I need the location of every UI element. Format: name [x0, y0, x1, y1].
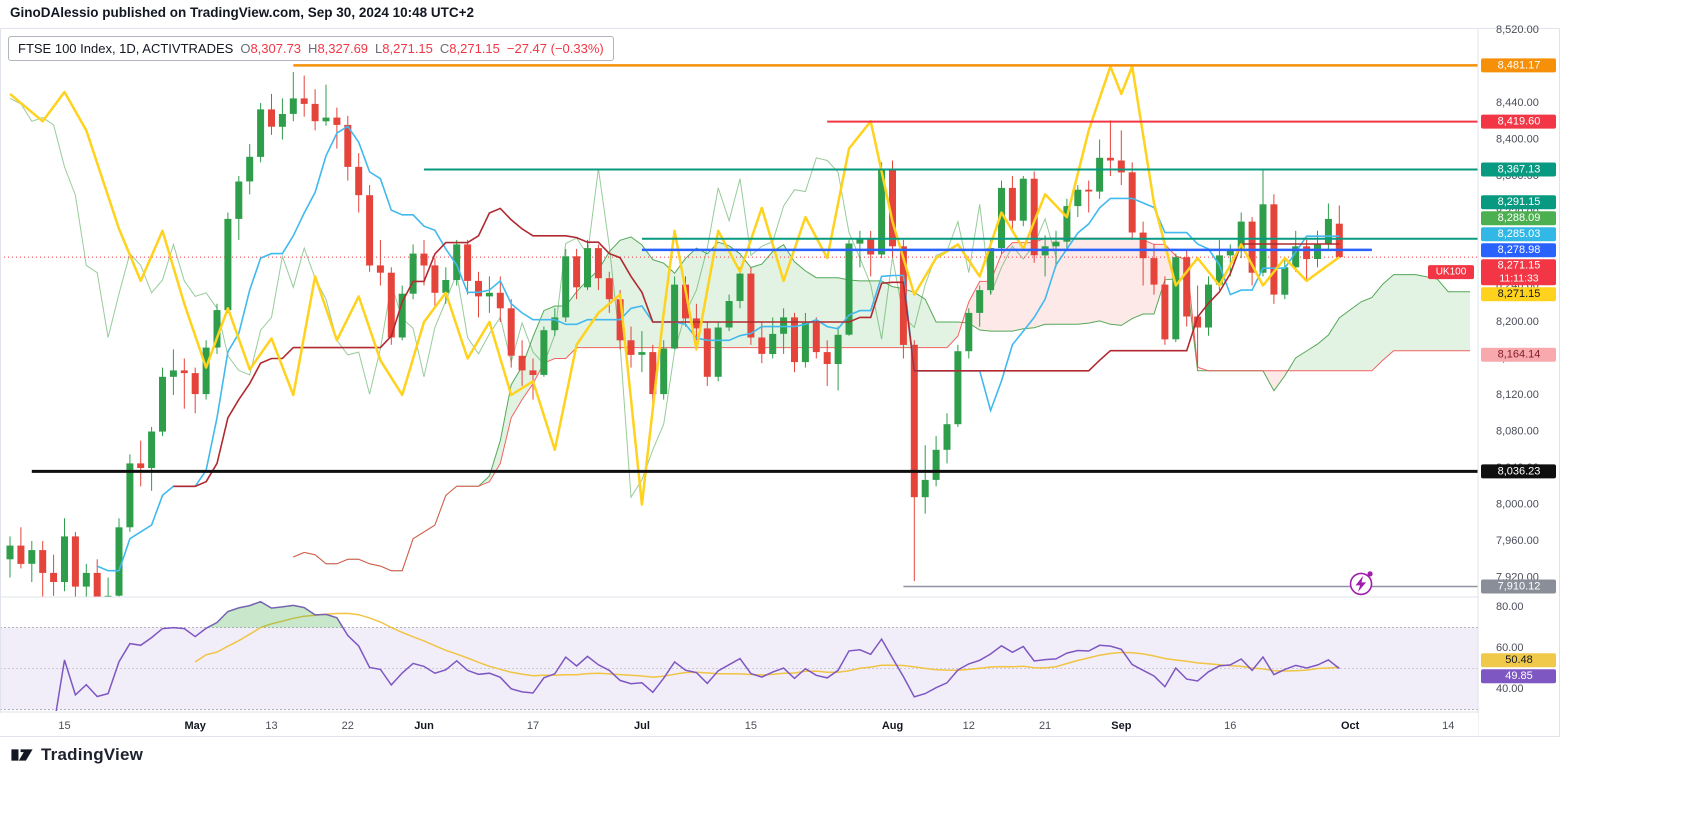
price-badge	[1481, 243, 1556, 258]
price-badge-value: 8,164.14	[1498, 349, 1541, 361]
tradingview-logo-text: TradingView	[41, 745, 144, 764]
time-axis-label: 15	[58, 720, 70, 732]
price-badge-value: 49.85	[1505, 670, 1533, 682]
price-axis-label: 8,440.00	[1496, 97, 1539, 109]
price-badge-value: 7,910.12	[1498, 581, 1541, 593]
time-axis-label: Jun	[414, 720, 434, 732]
low-label: L	[375, 41, 383, 56]
time-axis-label: 21	[1039, 720, 1051, 732]
time-axis-label: 16	[1224, 720, 1236, 732]
price-axis-label: 8,120.00	[1496, 389, 1539, 401]
price-badge-value: 8,419.60	[1498, 116, 1541, 128]
symbol-tag-label: UK100	[1436, 267, 1467, 278]
price-axis-label: 8,520.00	[1496, 24, 1539, 36]
symbol-tag	[1428, 265, 1474, 280]
price-badge-value: 8,367.13	[1498, 163, 1541, 175]
price-badge	[1481, 114, 1556, 129]
rsi-axis-label: 80.00	[1496, 601, 1524, 613]
time-axis-label: Oct	[1341, 720, 1360, 732]
tenkan-sen-line	[96, 125, 1340, 572]
price-badge	[1481, 287, 1556, 302]
rsi-line	[55, 600, 1340, 711]
price-axis-label: 7,960.00	[1496, 535, 1539, 547]
price-badge-value: 8,271.15	[1498, 288, 1541, 300]
open-value: 8,307.73	[250, 41, 302, 56]
time-axis-label: May	[185, 720, 207, 732]
open-label: O	[240, 41, 251, 56]
time-axis-label: Sep	[1111, 720, 1131, 732]
price-badge	[1481, 347, 1556, 362]
rsi-axis-label: 40.00	[1496, 683, 1524, 695]
price-badge	[1481, 579, 1556, 594]
tradingview-logo[interactable]: TradingView	[10, 744, 143, 766]
price-badge	[1481, 195, 1556, 210]
price-badge	[1481, 464, 1556, 479]
price-badge-value: 8,288.09	[1498, 212, 1541, 224]
high-label: H	[308, 41, 318, 56]
senkou-span-a-line	[293, 236, 1470, 572]
rsi-pane	[0, 600, 1478, 711]
symbol-price-badge-value: 8,271.15	[1498, 260, 1541, 272]
price-axis-label: 8,200.00	[1496, 316, 1539, 328]
lightning-marker-icon[interactable]	[1349, 571, 1373, 596]
price-axis[interactable]	[1479, 29, 1559, 736]
senkou-span-b-line	[293, 237, 1470, 572]
price-badge-value: 8,036.23	[1498, 465, 1541, 477]
price-badge	[1481, 211, 1556, 226]
price-axis-label: 8,000.00	[1496, 499, 1539, 511]
time-axis-label: 17	[527, 720, 539, 732]
change-value: −27.47 (−0.33%)	[506, 41, 604, 56]
time-axis-label: 22	[342, 720, 354, 732]
price-badge	[1481, 58, 1556, 73]
price-badge-value: 8,285.03	[1498, 228, 1541, 240]
time-axis-label: 15	[745, 720, 757, 732]
bar-countdown: 11:11:33	[1499, 273, 1538, 285]
candlestick-series	[6, 72, 1343, 597]
rsi-axis-label: 60.00	[1496, 642, 1524, 654]
price-badge-value: 8,481.17	[1498, 59, 1541, 71]
price-badge	[1481, 162, 1556, 177]
time-axis-label: Jul	[634, 720, 650, 732]
price-badge	[1481, 669, 1556, 684]
symbol-title: FTSE 100 Index, 1D, ACTIVTRADES	[18, 41, 234, 56]
time-axis-label: 14	[1442, 720, 1454, 732]
plot-area[interactable]	[0, 28, 1478, 712]
price-axis-label: 8,080.00	[1496, 426, 1539, 438]
close-value: 8,271.15	[449, 41, 500, 56]
publisher-header: GinoDAlessio published on TradingView.co…	[10, 5, 475, 20]
symbol-legend[interactable]: FTSE 100 Index, 1D, ACTIVTRADES O8,307.73…	[8, 36, 614, 61]
time-axis-label: Aug	[882, 720, 903, 732]
price-badge	[1481, 259, 1556, 286]
low-value: 8,271.15	[382, 41, 433, 56]
chart-frame-border	[0, 28, 1560, 737]
time-axis-label: 12	[963, 720, 975, 732]
price-badge-value: 8,278.98	[1498, 244, 1541, 256]
tradingview-logo-icon	[11, 749, 33, 761]
rsi-overbought-fill	[207, 601, 343, 628]
price-axis-label: 8,400.00	[1496, 134, 1539, 146]
high-value: 8,327.69	[317, 41, 369, 56]
price-badge-value: 50.48	[1505, 654, 1533, 666]
kijun-sen-line	[173, 207, 1340, 488]
chikou-span-line	[9, 97, 1057, 499]
price-badge-value: 8,291.15	[1498, 196, 1541, 208]
close-label: C	[439, 41, 450, 56]
price-badge	[1481, 653, 1556, 668]
time-axis-label: 13	[265, 720, 277, 732]
time-axis[interactable]	[0, 713, 1478, 736]
yellow-overlay-line	[9, 65, 1341, 506]
price-badge	[1481, 227, 1556, 242]
